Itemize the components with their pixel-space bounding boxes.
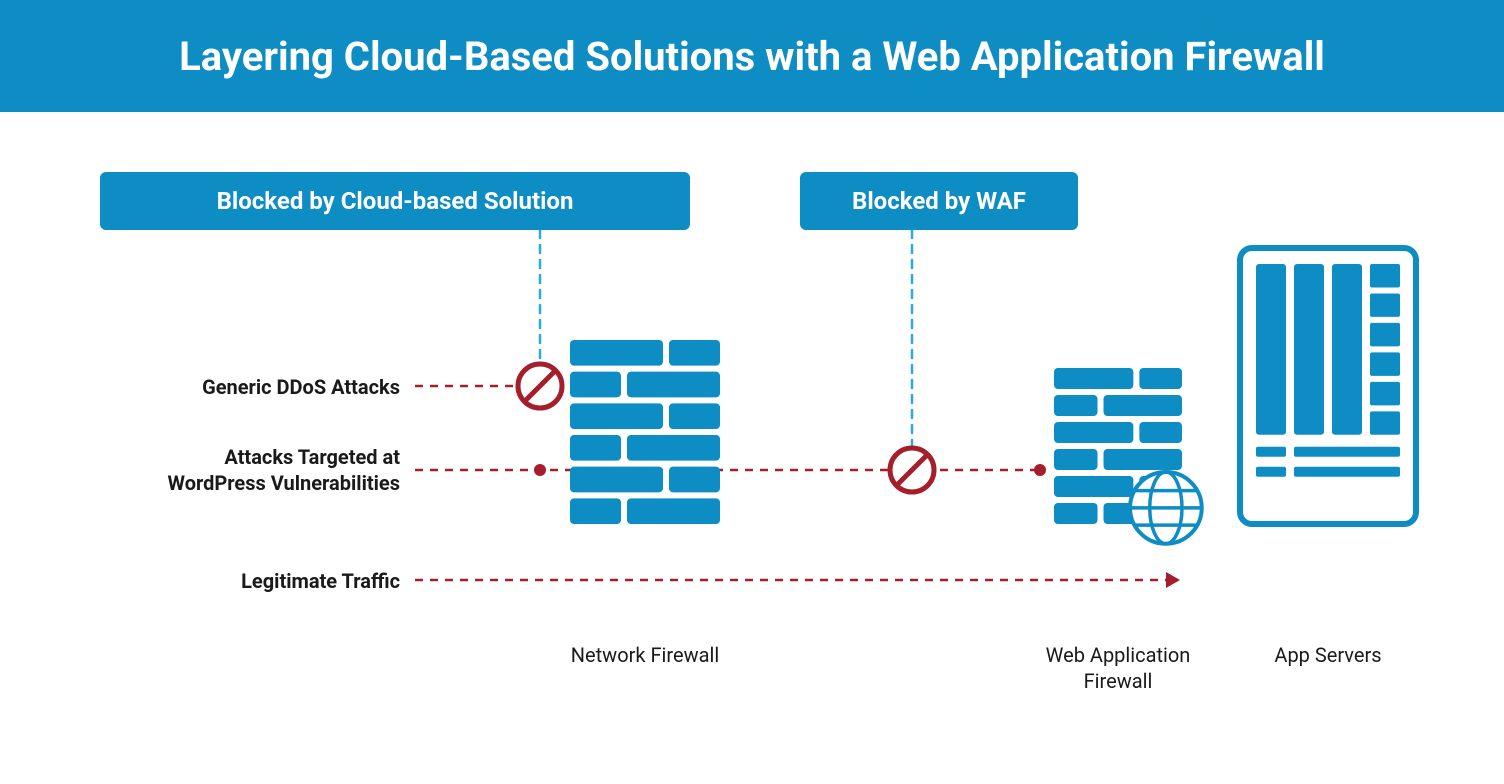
page-title: Layering Cloud-Based Solutions with a We… — [179, 33, 1325, 80]
row-wp-label: Attacks Targeted at WordPress Vulnerabil… — [168, 444, 401, 496]
row-legit-label: Legitimate Traffic — [241, 568, 400, 594]
badge-cloud: Blocked by Cloud-based Solution — [100, 172, 690, 230]
header-bar: Layering Cloud-Based Solutions with a We… — [0, 0, 1504, 112]
app-servers-label: App Servers — [1178, 642, 1478, 668]
diagram-area: Blocked by Cloud-based Solution Blocked b… — [0, 112, 1504, 784]
network-firewall-label: Network Firewall — [495, 642, 795, 668]
badge-waf: Blocked by WAF — [800, 172, 1078, 230]
row-ddos-label: Generic DDoS Attacks — [202, 374, 400, 400]
